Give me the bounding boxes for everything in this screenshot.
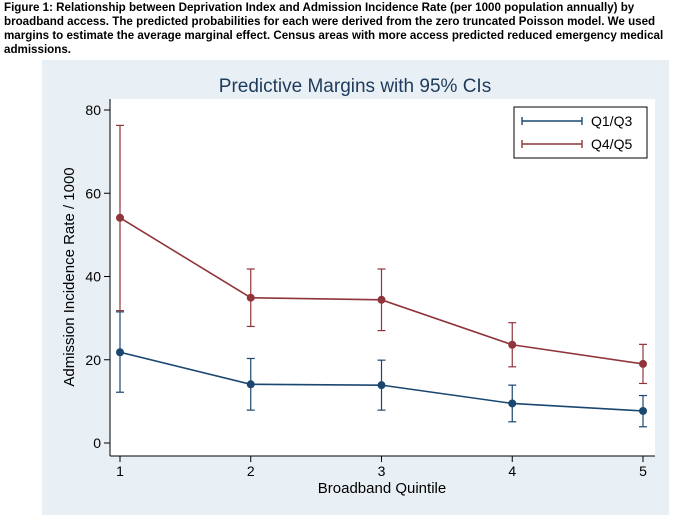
x-axis-label: Broadband Quintile xyxy=(318,480,446,497)
legend-label: Q4/Q5 xyxy=(591,136,632,152)
x-tick-label: 2 xyxy=(247,463,255,479)
data-point xyxy=(116,213,124,222)
data-point xyxy=(639,406,647,415)
data-point xyxy=(508,340,517,349)
x-tick-label: 4 xyxy=(508,463,516,479)
y-tick-label: 40 xyxy=(85,269,101,285)
data-point xyxy=(116,348,124,357)
y-tick-label: 20 xyxy=(85,352,101,368)
x-tick-label: 3 xyxy=(378,463,386,479)
data-point xyxy=(508,399,517,408)
data-point xyxy=(639,359,647,368)
series-q1-q3 xyxy=(116,311,647,428)
data-point xyxy=(246,380,255,389)
y-axis-label: Admission Incidence Rate / 1000 xyxy=(61,167,78,386)
y-tick-label: 0 xyxy=(93,435,101,451)
legend-box xyxy=(513,106,648,159)
series-q4-q5 xyxy=(116,124,647,385)
figure-caption: Figure 1: Relationship between Deprivati… xyxy=(4,1,664,56)
legend: Q1/Q3 Q4/Q5 xyxy=(513,106,648,159)
x-tick-label: 1 xyxy=(116,463,124,479)
data-point xyxy=(377,295,386,304)
x-tick-label: 5 xyxy=(639,463,647,479)
data-point xyxy=(246,293,255,302)
y-tick-label: 60 xyxy=(85,185,101,201)
chart-title: Predictive Margins with 95% CIs xyxy=(219,76,491,97)
data-point xyxy=(377,381,386,390)
y-tick-label: 80 xyxy=(85,102,101,118)
legend-label: Q1/Q3 xyxy=(591,113,632,129)
